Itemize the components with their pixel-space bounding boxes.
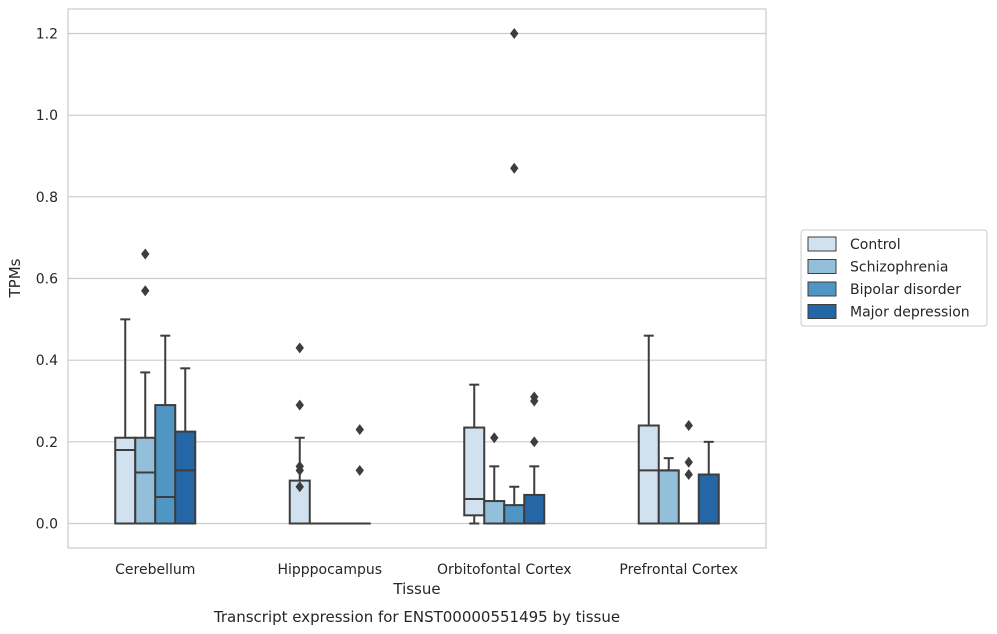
- box: [154, 334, 177, 525]
- legend-swatch: [807, 259, 837, 274]
- outlier-point: [510, 28, 519, 39]
- box-body: [154, 404, 177, 525]
- box: [637, 334, 660, 525]
- y-axis-title: TPMs: [6, 258, 24, 298]
- outlier-point: [295, 464, 304, 476]
- x-tick-label: Cerebellum: [115, 562, 195, 578]
- y-tick-labels: 0.0 0.2 0.4 0.6 0.8 1.0 1.2: [36, 27, 58, 533]
- legend-label: Control: [850, 237, 901, 253]
- chart-caption: Transcript expression for ENST0000055149…: [213, 608, 620, 626]
- legend-swatch: [807, 281, 837, 297]
- y-tick-label: 1.0: [36, 108, 58, 124]
- outlier-point: [684, 420, 693, 431]
- outlier-point: [490, 432, 499, 444]
- series-bipolar-disorder: [154, 28, 700, 525]
- outlier-point: [141, 285, 150, 297]
- box: [697, 440, 720, 525]
- y-tick-label: 1.2: [36, 27, 58, 43]
- outlier-point: [141, 248, 150, 260]
- x-tick-labels: Cerebellum Hipppocampus Orbitofontal Corte…: [115, 562, 738, 578]
- outlier-point: [684, 469, 693, 480]
- series-control: [114, 318, 660, 525]
- box-body: [483, 500, 506, 525]
- box: [134, 248, 157, 525]
- outlier-point: [295, 399, 304, 411]
- box-body: [697, 473, 720, 525]
- x-axis-title: Tissue: [392, 580, 440, 598]
- outlier-point: [510, 162, 519, 174]
- outlier-point: [684, 456, 693, 468]
- y-tick-label: 0.8: [36, 190, 58, 206]
- legend-swatch: [807, 304, 837, 319]
- x-tick-label: Hipppocampus: [277, 562, 382, 578]
- x-tick-label: Orbitofontal Cortex: [437, 562, 572, 578]
- outlier-point: [295, 481, 304, 493]
- y-tick-label: 0.6: [36, 272, 58, 288]
- box: [174, 367, 197, 525]
- x-tick-label: Prefrontal Cortex: [619, 562, 738, 578]
- series-schizophrenia: [134, 248, 680, 525]
- box: [503, 28, 526, 525]
- box: [288, 342, 311, 525]
- outlier-point: [530, 395, 539, 407]
- outlier-point: [355, 464, 364, 476]
- y-tick-label: 0.0: [36, 517, 58, 533]
- box-body: [503, 504, 526, 525]
- box-body: [657, 469, 680, 525]
- box-body: [174, 430, 197, 525]
- y-tick-label: 0.2: [36, 435, 58, 451]
- outlier-point: [295, 342, 304, 354]
- box-body: [463, 426, 486, 517]
- legend-label: Schizophrenia: [850, 260, 948, 276]
- box: [348, 424, 371, 525]
- outlier-point: [355, 424, 364, 436]
- series-major-depression: [174, 367, 720, 525]
- outlier-point: [530, 436, 539, 448]
- legend-label: Major depression: [850, 305, 970, 321]
- plot-frame: [67, 8, 767, 549]
- legend: Control Schizophrenia Bipolar disorder Majo…: [800, 229, 988, 327]
- box-series: [114, 28, 720, 525]
- box: [463, 383, 486, 525]
- legend-swatch: [807, 236, 837, 252]
- y-tick-label: 0.4: [36, 353, 58, 369]
- box-body: [523, 493, 546, 525]
- legend-label: Bipolar disorder: [850, 282, 961, 298]
- box-body: [134, 436, 157, 525]
- box: [657, 457, 680, 525]
- box-body: [637, 424, 660, 525]
- box: [523, 391, 546, 525]
- legend-frame: [800, 229, 988, 327]
- box: [114, 318, 137, 525]
